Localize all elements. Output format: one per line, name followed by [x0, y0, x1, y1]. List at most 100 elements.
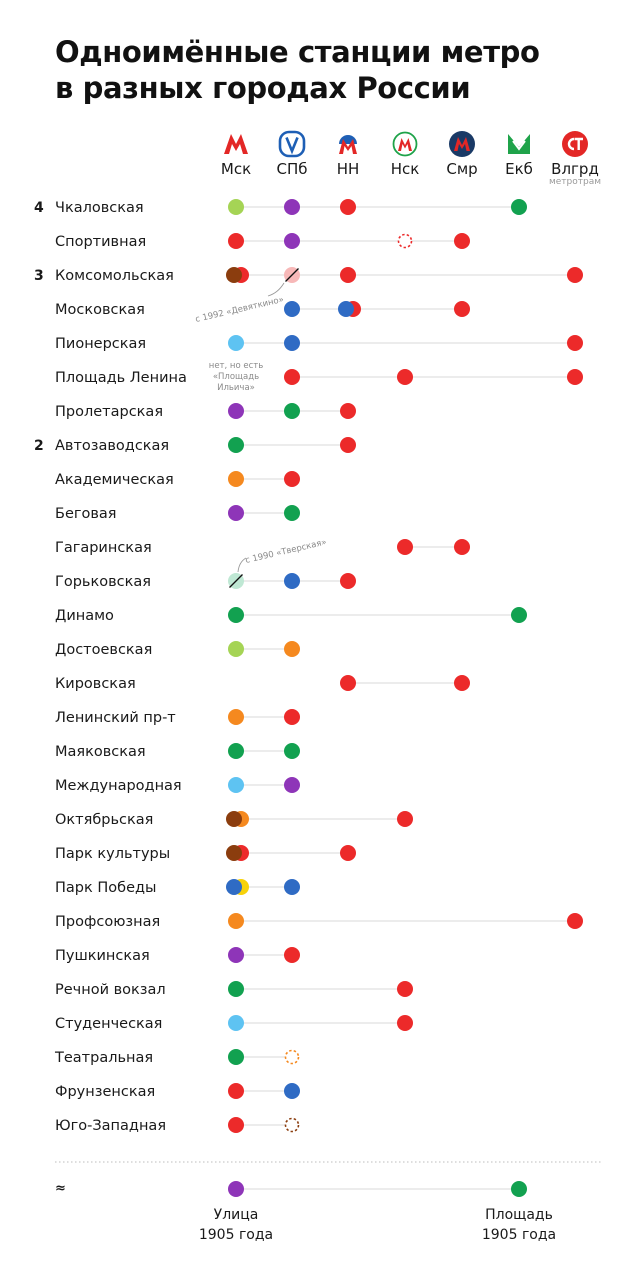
row-12-ekb-dot	[511, 607, 527, 623]
row-1-nsk-planned	[397, 233, 413, 249]
row-8-station-label: Академическая	[55, 472, 174, 488]
row-21-vlg-dot	[567, 913, 583, 929]
row-0-spb-dot	[284, 199, 300, 215]
row-25-station-label: Театральная	[54, 1050, 153, 1066]
row-6-nn-dot	[340, 403, 356, 419]
row-14-smr-dot	[454, 675, 470, 691]
city-header-ekb: Екб	[487, 130, 551, 179]
row-5-station-label: Площадь Ленина	[55, 370, 187, 386]
row-1-spb-dot	[284, 233, 300, 249]
row-24-msk-dot	[228, 1015, 244, 1031]
row-1-smr-dot	[454, 233, 470, 249]
city-label-ekb: Екб	[505, 160, 533, 178]
row-18-nsk-dot	[397, 811, 413, 827]
samara-metro-logo-icon	[449, 131, 475, 157]
row-14-station-label: Кировская	[55, 676, 136, 692]
row-16-msk-dot	[228, 743, 244, 759]
footer-right-line-2: 1905 года	[482, 1227, 556, 1243]
row-2-station-label: Комсомольская	[55, 268, 174, 284]
row-11-msk-renamed-slash	[229, 574, 243, 588]
row-6-spb-dot	[284, 403, 300, 419]
row-16-station-label: Маяковская	[55, 744, 146, 760]
row-0-msk-dot	[228, 199, 244, 215]
row-2-spb-renamed-slash	[285, 268, 299, 282]
city-header-nsk: Нск	[373, 130, 437, 179]
row-17-spb-dot	[284, 777, 300, 793]
row-12-msk-dot	[228, 607, 244, 623]
row-2-vlg-dot	[567, 267, 583, 283]
row-13-spb-dot	[284, 641, 300, 657]
row-4-station-label: Пионерская	[55, 336, 146, 352]
page-title: Одноимённые станции метро в разных город…	[55, 34, 615, 106]
row-13-msk-dot	[228, 641, 244, 657]
row-7-nn-dot	[340, 437, 356, 453]
city-header-vlg: Влгрд метротрам	[543, 130, 607, 187]
row-13-station-label: Достоевская	[55, 642, 152, 658]
row-17-msk-dot	[228, 777, 244, 793]
row-10-nsk-dot	[397, 539, 413, 555]
row-21-station-label: Профсоюзная	[55, 914, 160, 930]
row-5-nsk-dot	[397, 369, 413, 385]
row-14-nn-dot	[340, 675, 356, 691]
row-27-msk-dot	[228, 1117, 244, 1133]
row-19-station-label: Парк культуры	[55, 846, 170, 862]
row-26-msk-dot	[228, 1083, 244, 1099]
annotation-tverskaya: с 1990 «Тверская»	[244, 537, 327, 565]
row-2-count-label: 3	[34, 268, 44, 284]
row-10-station-label: Гагаринская	[55, 540, 152, 556]
row-20-spb-dot	[284, 879, 300, 895]
row-4-spb-dot	[284, 335, 300, 351]
city-header-msk: Мск	[204, 130, 268, 179]
annotation-leader-devyatkino	[267, 282, 285, 297]
row-7-station-label: Автозаводская	[55, 438, 169, 454]
row-22-station-label: Пушкинская	[55, 948, 150, 964]
row-23-nsk-dot	[397, 981, 413, 997]
row-5-spb-dot	[284, 369, 300, 385]
row-2-nn-dot	[340, 267, 356, 283]
row-6-msk-dot	[228, 403, 244, 419]
annotation-ploshchad-ilyicha-line-3: Ильича»	[217, 383, 255, 393]
footer-right-line-1: Площадь	[485, 1207, 553, 1223]
row-4-msk-dot	[228, 335, 244, 351]
city-header-spb: СПб	[260, 130, 324, 179]
row-27-spb-planned	[284, 1117, 300, 1133]
row-17-station-label: Международная	[55, 778, 182, 794]
yekaterinburg-metro-logo-icon	[508, 134, 530, 154]
footer-dot-right	[511, 1181, 527, 1197]
row-1-station-label: Спортивная	[55, 234, 146, 250]
title-line-1: Одноимённые станции метро	[55, 35, 540, 69]
footer-dot-left	[228, 1181, 244, 1197]
row-18-msk-dot-a	[226, 811, 242, 827]
row-0-nn-dot	[340, 199, 356, 215]
title-line-2: в разных городах России	[55, 71, 471, 105]
row-11-nn-dot	[340, 573, 356, 589]
row-19-nn-dot	[340, 845, 356, 861]
row-15-msk-dot	[228, 709, 244, 725]
row-12-station-label: Динамо	[55, 608, 114, 624]
row-25-spb-planned	[284, 1049, 300, 1065]
row-8-spb-dot	[284, 471, 300, 487]
row-20-station-label: Парк Победы	[55, 880, 156, 896]
volgograd-metrotram-logo-icon	[562, 131, 588, 157]
city-header-nn: НН	[316, 130, 380, 179]
row-15-station-label: Ленинский пр-т	[55, 710, 176, 726]
nizhny-novgorod-metro-logo-icon	[339, 135, 357, 154]
row-23-station-label: Речной вокзал	[55, 982, 166, 998]
row-3-nn-dot-a	[338, 301, 354, 317]
row-8-msk-dot	[228, 471, 244, 487]
city-label-nn: НН	[336, 160, 360, 178]
row-23-msk-dot	[228, 981, 244, 997]
row-0-count-label: 4	[34, 200, 44, 216]
footer-approx-symbol: ≈	[55, 1181, 66, 1196]
spb-metro-logo-icon	[278, 130, 306, 158]
row-11-spb-dot	[284, 573, 300, 589]
city-label-vlg: Влгрд	[551, 160, 599, 178]
city-header-smr: Смр	[430, 130, 494, 179]
row-18-station-label: Октябрьская	[55, 812, 153, 828]
row-3-station-label: Московская	[55, 302, 145, 318]
row-9-spb-dot	[284, 505, 300, 521]
row-0-ekb-dot	[511, 199, 527, 215]
row-11-station-label: Горьковская	[55, 574, 151, 590]
row-3-smr-dot	[454, 301, 470, 317]
